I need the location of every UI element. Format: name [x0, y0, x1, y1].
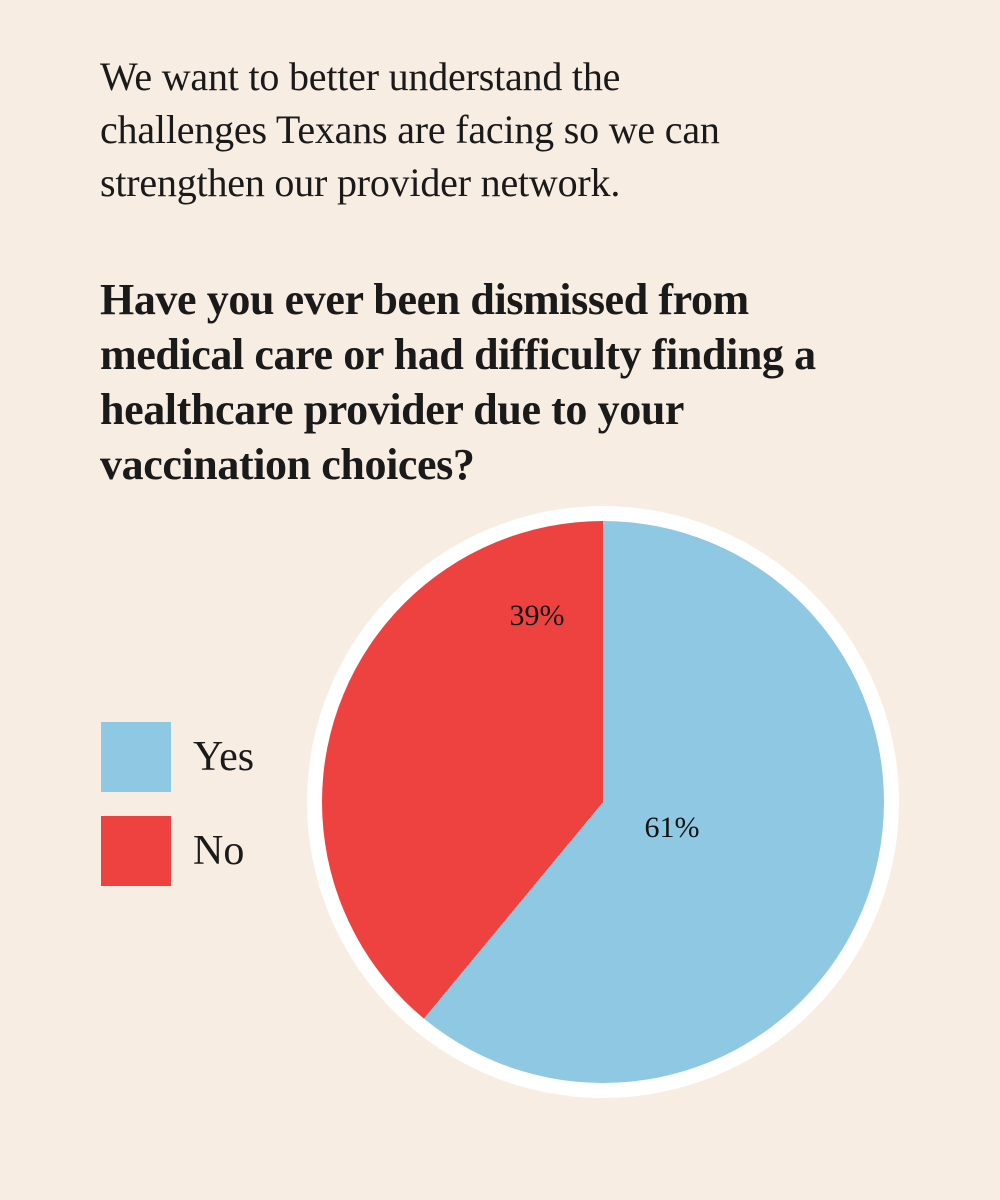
question-text: Have you ever been dismissed from medica…: [100, 272, 816, 492]
legend-label-yes: Yes: [193, 734, 255, 780]
chart-legend: Yes No: [101, 722, 254, 886]
question-line-3: healthcare provider due to your: [100, 385, 685, 434]
intro-line-3: strengthen our provider network.: [100, 160, 621, 205]
legend-swatch-no: [101, 816, 171, 886]
intro-line-1: We want to better understand the: [100, 54, 621, 99]
intro-text: We want to better understand the challen…: [100, 50, 720, 209]
pie-chart-ring: 39% 61%: [307, 506, 899, 1098]
legend-label-no: No: [193, 828, 245, 874]
intro-line-2: challenges Texans are facing so we can: [100, 107, 720, 152]
slice-label-yes: 61%: [644, 811, 700, 844]
question-line-1: Have you ever been dismissed from: [100, 275, 749, 324]
pie-chart: 39% 61%: [322, 521, 884, 1083]
legend-swatch-yes: [101, 722, 171, 792]
legend-item-yes: Yes: [101, 722, 254, 792]
legend-item-no: No: [101, 816, 254, 886]
question-line-4: vaccination choices?: [100, 440, 475, 489]
question-line-2: medical care or had difficulty finding a: [100, 330, 816, 379]
slice-label-no: 39%: [509, 599, 565, 632]
